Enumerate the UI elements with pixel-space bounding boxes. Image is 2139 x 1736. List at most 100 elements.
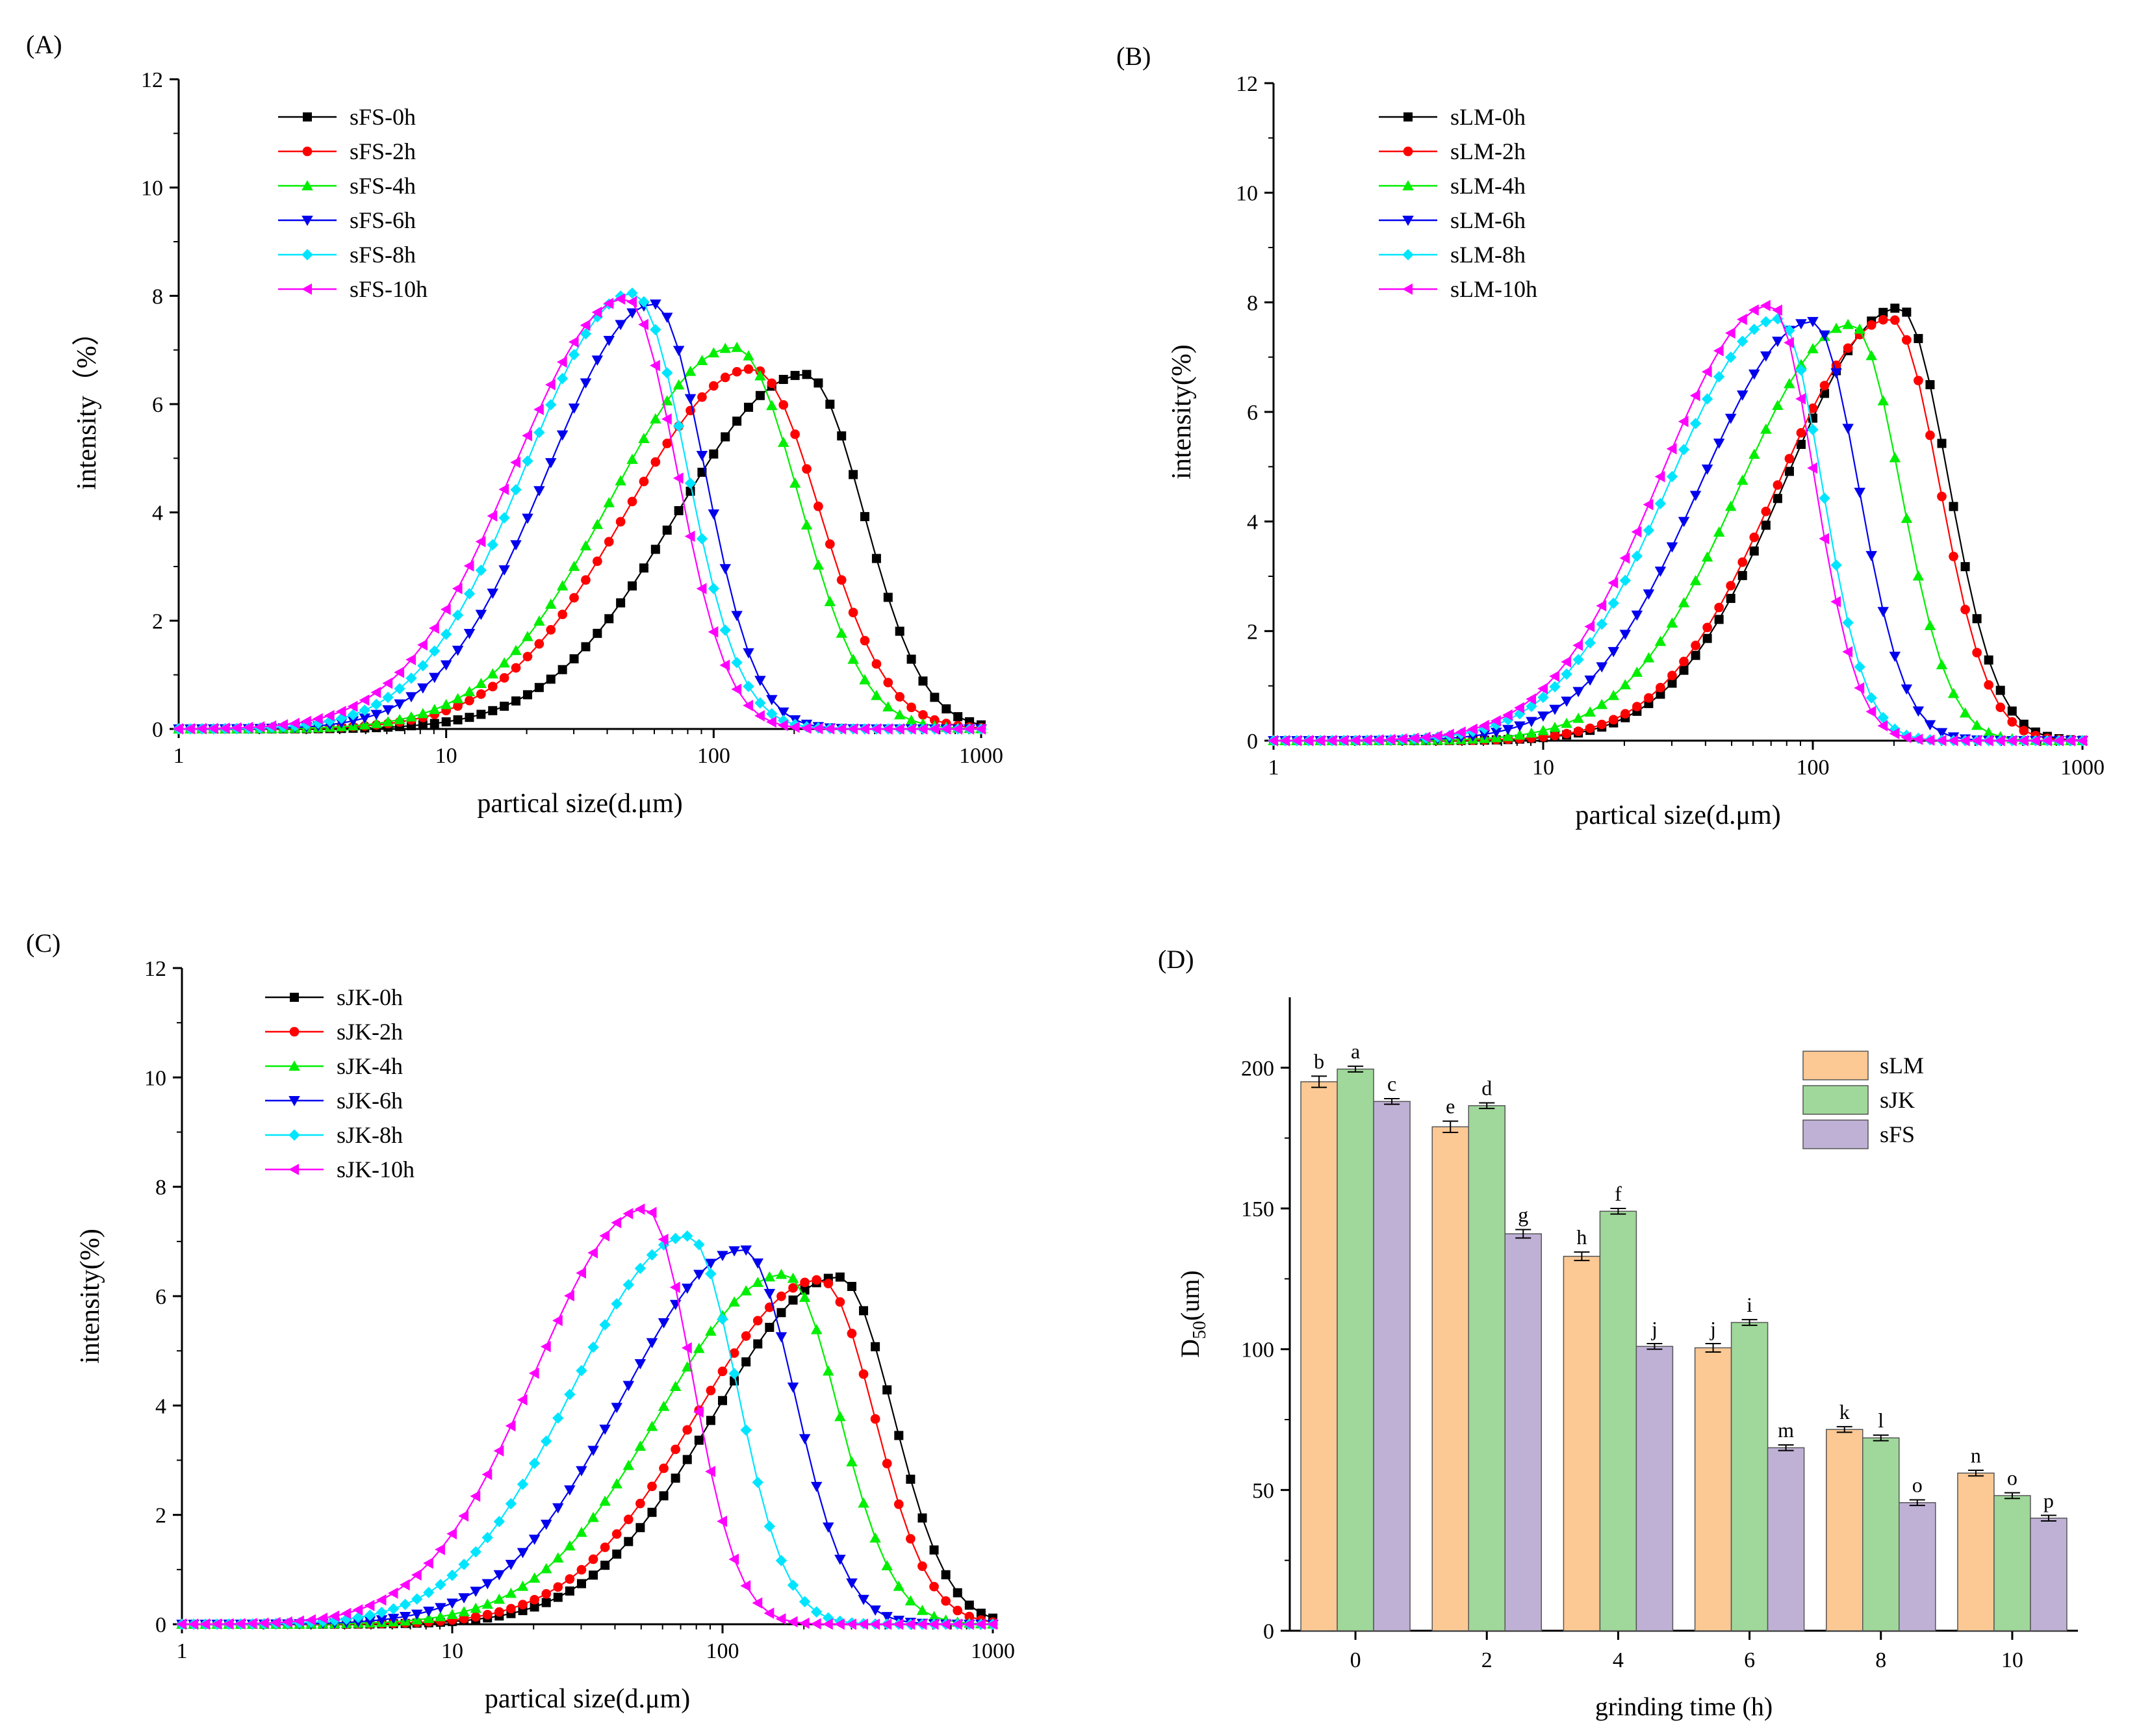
data-point — [622, 1459, 635, 1470]
data-point — [1537, 683, 1548, 695]
data-point — [1724, 327, 1736, 339]
x-tick-label: 4 — [1613, 1648, 1624, 1672]
data-point — [1502, 730, 1514, 741]
bar-sLM — [1431, 1126, 1469, 1631]
significance-letter: n — [1971, 1444, 1981, 1467]
data-point — [545, 379, 556, 390]
legend-marker — [1402, 283, 1413, 295]
data-point — [1761, 520, 1771, 530]
data-point — [847, 723, 858, 735]
data-point — [1713, 439, 1725, 449]
data-point — [1724, 351, 1737, 363]
data-point — [528, 1572, 541, 1583]
data-point — [1314, 735, 1326, 747]
data-point — [1830, 322, 1842, 333]
data-point — [1984, 680, 1994, 690]
data-point — [917, 1513, 927, 1523]
data-point — [693, 1342, 705, 1353]
data-point — [423, 1613, 435, 1624]
data-point — [848, 607, 858, 618]
data-point — [277, 719, 288, 731]
data-point — [458, 1510, 469, 1522]
data-point — [1947, 687, 1960, 698]
series-line — [1274, 307, 2083, 742]
data-point — [1912, 734, 1923, 745]
significance-letter: m — [1778, 1418, 1794, 1442]
data-point — [370, 709, 383, 721]
data-point — [1878, 307, 1888, 317]
data-point — [930, 693, 940, 702]
y-tick-label: 6 — [1247, 401, 1258, 425]
data-point — [801, 519, 813, 530]
data-point — [505, 1559, 517, 1570]
data-point — [541, 1589, 552, 1599]
data-point — [511, 696, 521, 706]
data-point — [763, 1271, 776, 1282]
data-point — [1619, 630, 1632, 641]
legend-marker — [303, 112, 312, 121]
data-point — [790, 429, 800, 439]
data-point — [235, 1618, 246, 1629]
data-point — [1865, 692, 1877, 704]
data-point — [359, 719, 371, 730]
data-point — [587, 1341, 599, 1353]
legend-label: sJK-4h — [337, 1053, 403, 1079]
data-point — [599, 1230, 610, 1242]
data-point — [1830, 559, 1842, 571]
data-point — [705, 1268, 717, 1280]
data-point — [458, 1593, 470, 1603]
data-point — [580, 328, 592, 340]
y-tick-label: 0 — [152, 718, 163, 742]
data-point — [881, 1612, 893, 1622]
data-point — [399, 1598, 411, 1611]
data-point — [1760, 316, 1772, 327]
data-point — [975, 1618, 986, 1630]
data-point — [941, 1570, 951, 1579]
data-point — [752, 1258, 764, 1269]
data-point — [789, 721, 800, 734]
data-point — [741, 1331, 751, 1341]
data-point — [1784, 466, 1794, 476]
data-point — [545, 458, 557, 468]
data-point — [882, 1385, 892, 1395]
x-tick-label: 100 — [697, 744, 730, 768]
data-point — [721, 432, 730, 442]
data-point — [266, 720, 277, 732]
data-point — [1678, 444, 1690, 455]
data-point — [611, 1478, 622, 1488]
panel-A: (A) 0 2 4 6 8 10 12 1 10 100 1000 partical size(d.μm… — [26, 30, 1003, 819]
data-point — [869, 1618, 880, 1630]
data-point — [587, 1247, 598, 1259]
data-point — [823, 1522, 834, 1533]
data-point — [709, 449, 719, 459]
data-point — [364, 1600, 375, 1611]
data-point — [743, 700, 754, 711]
data-point — [918, 676, 928, 686]
data-point — [2006, 735, 2017, 747]
data-point — [775, 1613, 786, 1625]
data-point — [1960, 562, 1970, 572]
significance-letter: d — [1481, 1077, 1492, 1100]
data-point — [1431, 730, 1442, 742]
data-point — [600, 1561, 610, 1570]
data-point — [741, 1357, 751, 1367]
data-point — [917, 1561, 927, 1571]
data-point — [987, 1618, 997, 1630]
data-point — [928, 1611, 940, 1622]
data-point — [788, 1283, 798, 1293]
data-point — [802, 464, 812, 474]
data-point — [510, 645, 522, 656]
data-point — [1807, 316, 1819, 327]
data-point — [1889, 728, 1900, 739]
data-point — [556, 372, 569, 385]
bar-sFS — [1635, 1346, 1674, 1631]
data-point — [1773, 480, 1783, 490]
legend-marker — [1403, 112, 1413, 121]
x-tick-label: 10 — [2001, 1648, 2023, 1672]
data-point — [634, 1262, 647, 1274]
data-point — [1631, 666, 1643, 677]
data-point — [1291, 735, 1302, 747]
data-point — [662, 525, 672, 535]
data-point — [767, 378, 777, 389]
data-point — [1726, 594, 1736, 604]
